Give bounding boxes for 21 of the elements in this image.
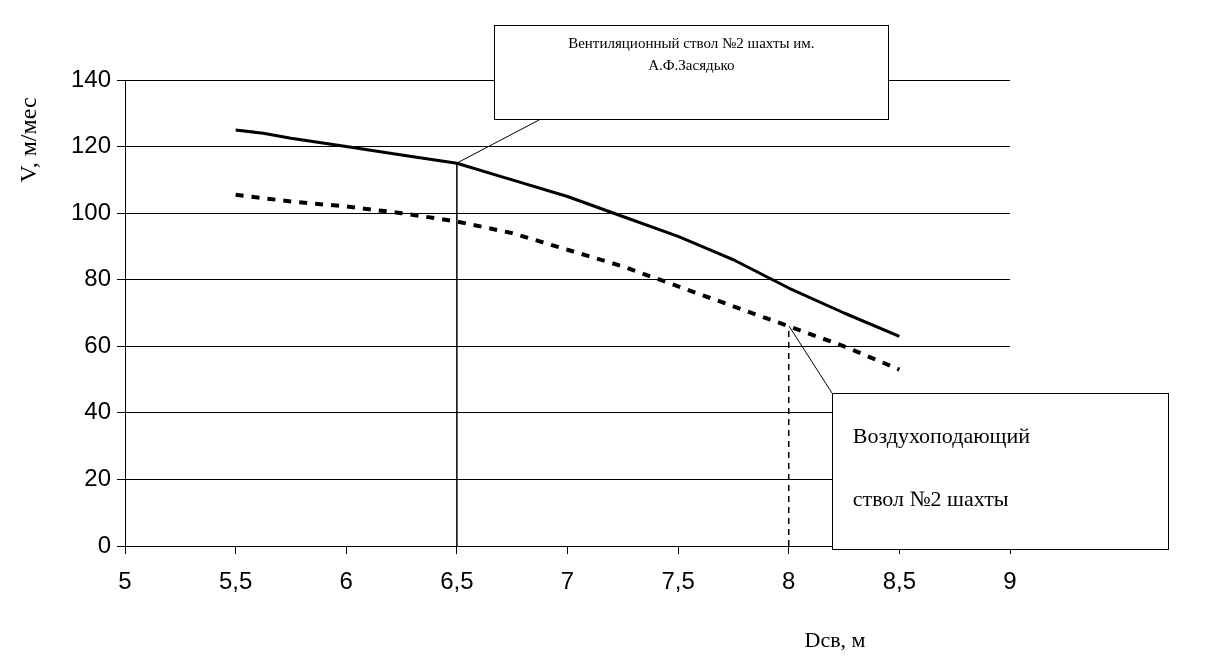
- y-tick-label: 100: [70, 197, 111, 225]
- x-tick-label: 5,5: [218, 567, 253, 595]
- y-tick-label: 80: [84, 264, 111, 292]
- x-tick-label: 9: [1003, 567, 1017, 595]
- x-tick-label: 6,5: [440, 567, 474, 595]
- callout-box: Вентиляционный ствол №2 шахты им. А.Ф.Засядько: [493, 25, 889, 121]
- x-tick-label: 7,5: [661, 567, 695, 595]
- x-tick-label: 5: [118, 567, 132, 595]
- y-axis-title: V, м/мес: [15, 97, 42, 183]
- y-tick-label: 60: [84, 330, 111, 358]
- callout-box: Воздухоподающий ствол №2 шахты: [831, 393, 1169, 551]
- x-tick-label: 8,5: [882, 567, 917, 595]
- y-tick-label: 40: [84, 397, 111, 425]
- x-axis-title: Dсв, м: [804, 626, 866, 652]
- y-tick-label: 0: [97, 530, 111, 558]
- y-tick-label: 120: [70, 131, 111, 159]
- x-tick-label: 6: [339, 567, 353, 595]
- x-tick-label: 7: [560, 567, 575, 595]
- x-tick-label: 8: [782, 567, 796, 595]
- y-tick-label: 20: [84, 464, 111, 492]
- y-tick-label: 140: [70, 64, 111, 92]
